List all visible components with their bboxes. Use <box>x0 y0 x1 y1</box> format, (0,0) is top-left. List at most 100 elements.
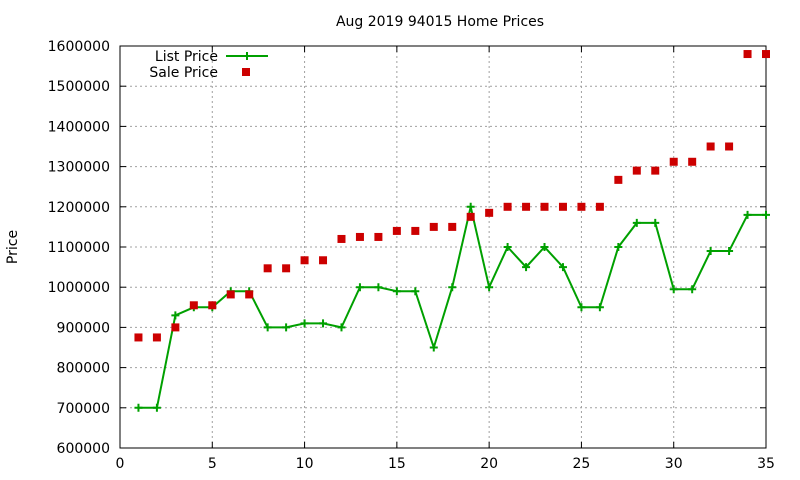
sale-price-point <box>208 301 217 310</box>
x-tick-label: 5 <box>208 456 217 472</box>
list-price-point <box>466 202 475 211</box>
x-tick-label: 25 <box>573 456 591 472</box>
list-price-point <box>632 218 641 227</box>
sale-price-point <box>429 222 438 231</box>
sale-price-point <box>392 226 401 235</box>
y-tick-label: 900000 <box>57 320 110 336</box>
sale-price-point <box>319 256 328 265</box>
chart-title: Aug 2019 94015 Home Prices <box>336 14 544 30</box>
list-price-point <box>669 285 678 294</box>
sale-price-point <box>171 323 180 332</box>
sale-price-point <box>374 232 383 241</box>
list-price-point <box>152 403 161 412</box>
y-tick-label: 1300000 <box>48 160 110 176</box>
sale-price-point <box>577 202 586 211</box>
grid-lines <box>120 46 766 448</box>
sale-price-point <box>540 202 549 211</box>
sale-price-point <box>632 166 641 175</box>
y-tick-label: 1100000 <box>48 240 110 256</box>
sale-price-point <box>725 142 734 151</box>
list-price-point <box>522 263 531 272</box>
sale-price-series <box>134 50 770 342</box>
list-price-point <box>688 285 697 294</box>
list-price-point <box>300 319 309 328</box>
y-tick-label: 800000 <box>57 361 110 377</box>
x-tick-label: 35 <box>757 456 775 472</box>
sale-price-point <box>614 175 623 184</box>
sale-price-point <box>762 50 770 59</box>
list-price-point <box>263 323 272 332</box>
y-tick-label: 1400000 <box>48 119 110 135</box>
legend-cross-marker <box>243 52 251 60</box>
sale-price-point <box>355 232 364 241</box>
sale-price-point <box>300 256 309 265</box>
list-price-point <box>448 283 457 292</box>
sale-price-point <box>152 333 161 342</box>
plot-frame <box>119 45 767 449</box>
y-tick-label: 1000000 <box>48 280 110 296</box>
sale-price-point <box>522 202 531 211</box>
list-price-point <box>337 323 346 332</box>
sale-price-point <box>337 234 346 243</box>
sale-price-point <box>651 166 660 175</box>
x-tick-label: 0 <box>116 456 125 472</box>
list-price-point <box>595 303 604 312</box>
list-price-point <box>725 247 734 256</box>
list-price-point <box>651 218 660 227</box>
sale-price-point <box>706 142 715 151</box>
sale-price-point <box>669 157 678 166</box>
list-price-point <box>355 283 364 292</box>
list-price-point <box>319 319 328 328</box>
axes: 600000 700000 800000 900000 1000000 1100000 12… <box>48 39 775 472</box>
list-price-point <box>503 243 512 251</box>
plot-area <box>134 50 770 412</box>
y-tick-label: 1600000 <box>48 39 110 55</box>
list-price-point <box>540 243 549 251</box>
y-tick-label: 1500000 <box>48 79 110 95</box>
y-tick-label: 700000 <box>57 401 110 417</box>
sale-price-point <box>688 157 697 166</box>
sale-price-point <box>263 264 272 273</box>
sale-price-point <box>226 290 235 299</box>
list-price-point <box>282 323 291 332</box>
sale-price-point <box>558 202 567 211</box>
list-price-point <box>558 263 567 272</box>
legend-label: Sale Price <box>149 65 218 81</box>
x-tick-label: 15 <box>388 456 406 472</box>
x-tick-label: 20 <box>480 456 498 472</box>
sale-price-point <box>245 290 254 299</box>
list-price-point <box>743 210 752 219</box>
list-price-point <box>762 210 770 219</box>
sale-price-point <box>743 50 752 59</box>
list-price-series <box>134 202 770 412</box>
list-price-point <box>706 247 715 256</box>
y-tick-label: 600000 <box>57 441 110 457</box>
list-price-point <box>134 403 143 412</box>
list-price-point <box>374 283 383 292</box>
legend-square-marker <box>242 68 250 76</box>
list-price-point <box>577 303 586 312</box>
sale-price-point <box>282 264 291 273</box>
list-price-point <box>171 311 180 320</box>
legend-label: List Price <box>155 49 218 65</box>
sale-price-point <box>466 212 475 221</box>
list-price-point <box>429 343 438 352</box>
sale-price-point <box>448 222 457 231</box>
x-tick-label: 30 <box>665 456 683 472</box>
sale-price-point <box>189 301 198 310</box>
list-price-point <box>614 243 623 251</box>
x-tick-label: 10 <box>296 456 314 472</box>
list-price-line <box>138 206 766 409</box>
sale-price-point <box>485 208 494 217</box>
y-tick-label: 1200000 <box>48 200 110 216</box>
sale-price-point <box>411 226 420 235</box>
list-price-point <box>411 287 420 296</box>
list-price-point <box>392 287 401 296</box>
sale-price-point <box>503 202 512 211</box>
list-price-point <box>485 283 494 292</box>
sale-price-point <box>595 202 604 211</box>
sale-price-point <box>134 333 143 342</box>
y-axis-label: Price <box>5 230 21 264</box>
